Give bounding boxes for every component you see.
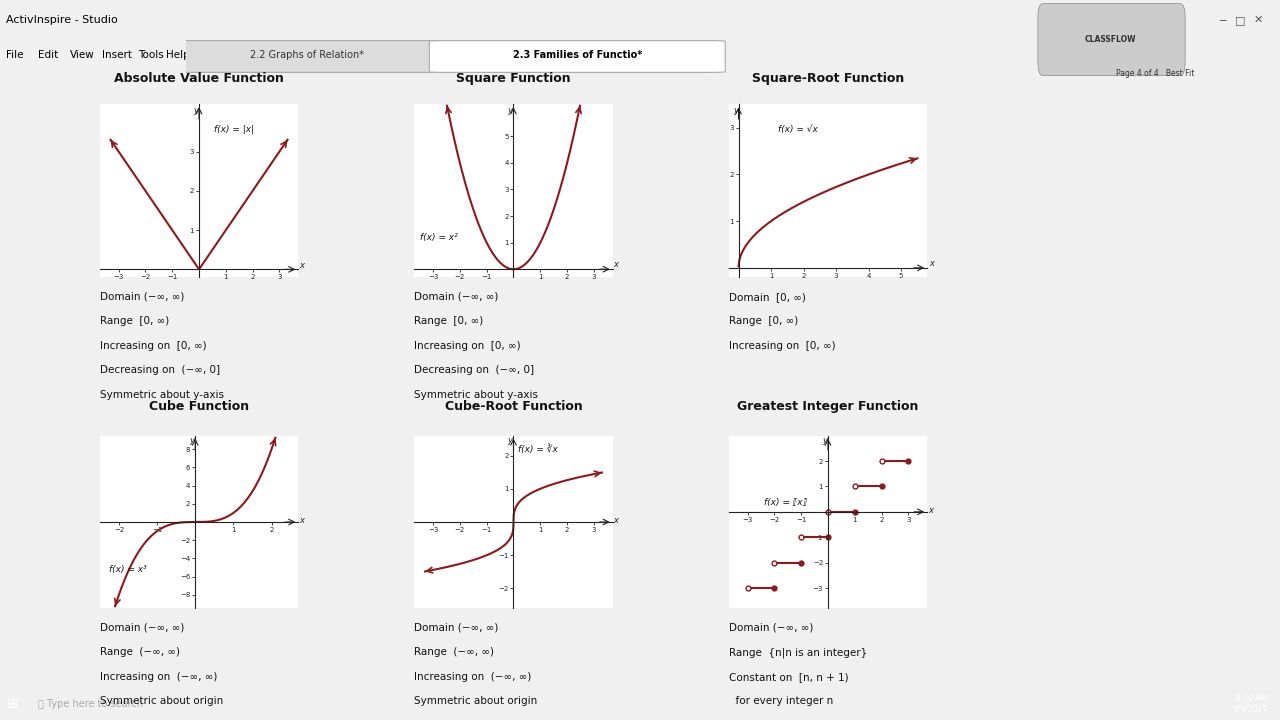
Text: File: File (6, 50, 24, 60)
Text: Range  (−∞, ∞): Range (−∞, ∞) (100, 647, 179, 657)
Text: Decreasing on  (−∞, 0]: Decreasing on (−∞, 0] (415, 365, 535, 375)
Text: Range  [0, ∞): Range [0, ∞) (728, 316, 797, 326)
Text: y: y (733, 106, 739, 115)
Text: Constant on  [n, n + 1): Constant on [n, n + 1) (728, 672, 849, 682)
Text: y: y (507, 106, 512, 115)
Text: x: x (613, 261, 618, 269)
FancyBboxPatch shape (168, 40, 447, 73)
Text: y: y (189, 436, 195, 446)
Text: Page 4 of 4   Best Fit: Page 4 of 4 Best Fit (1116, 69, 1194, 78)
Text: Increasing on  [0, ∞): Increasing on [0, ∞) (728, 341, 836, 351)
Text: Symmetric about origin: Symmetric about origin (100, 696, 223, 706)
FancyBboxPatch shape (1038, 4, 1185, 76)
Text: x: x (613, 516, 618, 525)
Text: x: x (300, 516, 305, 525)
Text: Symmetric about origin: Symmetric about origin (415, 696, 538, 706)
Text: y: y (507, 436, 512, 446)
Text: Greatest Integer Function: Greatest Integer Function (737, 400, 919, 413)
Text: Range  {n|n is an integer}: Range {n|n is an integer} (728, 647, 867, 658)
Text: for every integer n: for every integer n (728, 696, 833, 706)
Text: Insert: Insert (102, 50, 132, 60)
Text: Domain  [0, ∞): Domain [0, ∞) (728, 292, 805, 302)
Text: x: x (300, 261, 305, 269)
Text: Square Function: Square Function (456, 72, 571, 85)
Text: Increasing on  [0, ∞): Increasing on [0, ∞) (415, 341, 521, 351)
Text: CLASSFLOW: CLASSFLOW (1084, 35, 1137, 44)
Text: 2.3 Families of Functio*: 2.3 Families of Functio* (513, 50, 641, 60)
Text: Cube-Root Function: Cube-Root Function (444, 400, 582, 413)
Text: Range  (−∞, ∞): Range (−∞, ∞) (415, 647, 494, 657)
Text: 8:30 AM
8/8/2017: 8:30 AM 8/8/2017 (1233, 694, 1267, 714)
Text: Edit: Edit (38, 50, 59, 60)
Text: 2.2 Graphs of Relation*: 2.2 Graphs of Relation* (251, 50, 365, 60)
Text: Domain (−∞, ∞): Domain (−∞, ∞) (415, 623, 499, 633)
Text: Help: Help (166, 50, 191, 60)
Text: f(x) = x³: f(x) = x³ (109, 565, 147, 574)
Text: Domain (−∞, ∞): Domain (−∞, ∞) (100, 292, 184, 302)
Text: ActivInspire - Studio: ActivInspire - Studio (6, 15, 118, 25)
Text: f(x) = x²: f(x) = x² (420, 233, 457, 242)
Text: f(x) = ∛x: f(x) = ∛x (517, 445, 557, 454)
Text: x: x (928, 505, 933, 515)
Text: Symmetric about y-axis: Symmetric about y-axis (415, 390, 539, 400)
Text: ─: ─ (1219, 15, 1226, 25)
Text: f(x) = ⟦x⟧: f(x) = ⟦x⟧ (764, 498, 806, 508)
Text: □: □ (1235, 15, 1245, 25)
Text: Tools: Tools (138, 50, 164, 60)
Text: Increasing on  (−∞, ∞): Increasing on (−∞, ∞) (100, 672, 218, 682)
Text: Domain (−∞, ∞): Domain (−∞, ∞) (100, 623, 184, 633)
Text: Cube Function: Cube Function (148, 400, 250, 413)
Text: Absolute Value Function: Absolute Value Function (114, 72, 284, 85)
Text: f(x) = √x: f(x) = √x (777, 125, 818, 135)
Text: Symmetric about y-axis: Symmetric about y-axis (100, 390, 224, 400)
Text: Increasing on  (−∞, ∞): Increasing on (−∞, ∞) (415, 672, 531, 682)
Text: Range  [0, ∞): Range [0, ∞) (415, 316, 484, 326)
Text: Domain (−∞, ∞): Domain (−∞, ∞) (728, 623, 813, 633)
Text: ⊞: ⊞ (6, 697, 18, 711)
Text: Increasing on  [0, ∞): Increasing on [0, ∞) (100, 341, 206, 351)
Text: Range  [0, ∞): Range [0, ∞) (100, 316, 169, 326)
Text: Square-Root Function: Square-Root Function (751, 72, 904, 85)
Text: ✕: ✕ (1253, 15, 1263, 25)
Text: x: x (929, 259, 934, 268)
Text: Domain (−∞, ∞): Domain (−∞, ∞) (415, 292, 499, 302)
Text: f(x) = |x|: f(x) = |x| (214, 125, 253, 134)
Text: Decreasing on  (−∞, 0]: Decreasing on (−∞, 0] (100, 365, 220, 375)
Text: y: y (822, 436, 827, 446)
Text: 🔍 Type here to search: 🔍 Type here to search (38, 699, 143, 708)
Text: y: y (193, 106, 198, 115)
FancyBboxPatch shape (429, 40, 726, 73)
Text: View: View (70, 50, 95, 60)
